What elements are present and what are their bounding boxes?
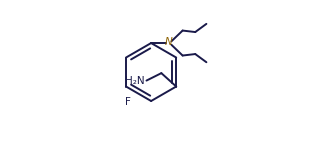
Text: F: F xyxy=(125,97,130,107)
Text: N: N xyxy=(164,37,172,47)
Text: H₂N: H₂N xyxy=(126,76,145,85)
